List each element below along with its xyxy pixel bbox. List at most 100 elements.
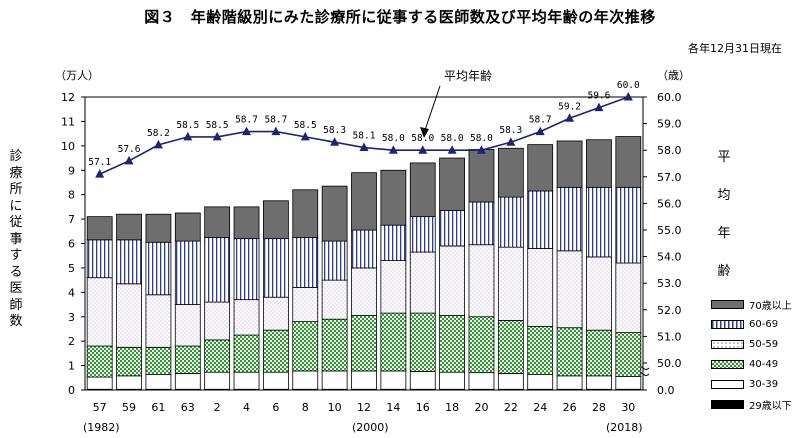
bar-segment bbox=[174, 372, 201, 390]
right-tick-label: 53.0 bbox=[657, 277, 682, 290]
average-age-data-label: 58.2 bbox=[147, 128, 170, 139]
average-age-marker bbox=[506, 137, 516, 146]
annotation-arrow-head bbox=[420, 127, 429, 138]
bar-segment bbox=[292, 321, 319, 372]
legend-swatch bbox=[711, 359, 744, 369]
left-tick-label: 2 bbox=[68, 335, 75, 348]
bar-segment bbox=[409, 251, 436, 314]
bar-segment bbox=[86, 216, 113, 241]
average-age-marker bbox=[212, 131, 222, 141]
legend-swatch bbox=[711, 399, 744, 409]
average-age-marker bbox=[153, 139, 163, 149]
bar-segment bbox=[527, 374, 554, 390]
average-age-data-label: 58.5 bbox=[176, 120, 199, 131]
right-tick-label: 58.0 bbox=[657, 144, 682, 157]
bar-segment bbox=[351, 370, 377, 390]
average-age-data-label: 57.1 bbox=[88, 157, 111, 168]
bar-segment bbox=[615, 186, 642, 264]
average-age-data-label: 58.0 bbox=[470, 133, 493, 144]
legend-label: 70歳以上 bbox=[749, 300, 792, 312]
legend-label: 40-49 bbox=[749, 358, 779, 370]
average-age-data-label: 58.3 bbox=[323, 125, 346, 136]
average-age-data-label: 58.0 bbox=[382, 133, 405, 144]
bar-segment bbox=[380, 370, 407, 390]
right-tick-label: 57.0 bbox=[657, 171, 682, 184]
bar-segment bbox=[233, 238, 260, 301]
bar-segment bbox=[292, 287, 319, 323]
bar-segment bbox=[262, 238, 289, 298]
x-tick-label: 16 bbox=[416, 401, 430, 414]
average-age-data-label: 58.0 bbox=[411, 133, 434, 144]
average-age-marker bbox=[565, 113, 575, 122]
bar-segment bbox=[556, 140, 583, 188]
bar-segment bbox=[351, 229, 377, 269]
bar-segment bbox=[351, 172, 377, 231]
x-tick-label: 63 bbox=[181, 401, 195, 414]
bar-segment bbox=[116, 346, 142, 377]
bar-segment bbox=[380, 312, 407, 372]
bar-segment bbox=[439, 245, 466, 316]
bar-segment bbox=[615, 332, 642, 377]
x-tick-label: 8 bbox=[302, 401, 309, 414]
average-age-marker bbox=[447, 145, 457, 154]
x-tick-label: 4 bbox=[243, 401, 250, 414]
bar-segment bbox=[86, 239, 113, 279]
bar-segment bbox=[321, 240, 348, 281]
average-age-data-label: 58.5 bbox=[206, 120, 229, 131]
bar-segment bbox=[233, 206, 260, 240]
x-tick-label: 20 bbox=[474, 401, 488, 414]
bar-segment bbox=[204, 339, 231, 373]
bar-segment bbox=[615, 376, 642, 390]
bar-segment bbox=[321, 185, 348, 242]
bar-segment bbox=[497, 147, 524, 198]
legend-item-30: 30-39 bbox=[711, 374, 792, 394]
average-age-marker bbox=[330, 137, 340, 146]
average-age-marker bbox=[535, 126, 545, 136]
bar-segment bbox=[204, 371, 231, 390]
bar-segment bbox=[145, 374, 172, 390]
bar-segment bbox=[439, 210, 466, 247]
bar-segment bbox=[116, 375, 142, 390]
left-tick-label: 12 bbox=[61, 91, 75, 104]
average-age-data-label: 58.5 bbox=[294, 120, 317, 131]
bar-segment bbox=[86, 376, 113, 390]
legend-label: 50-59 bbox=[749, 338, 779, 350]
bar-segment bbox=[439, 157, 466, 211]
legend-item-40: 40-49 bbox=[711, 354, 792, 374]
right-tick-label: 52.0 bbox=[657, 304, 682, 317]
bar-segment bbox=[86, 277, 113, 347]
line-annotation: 平均年齢 bbox=[444, 68, 492, 83]
average-age-marker bbox=[183, 131, 193, 141]
bar-segment bbox=[497, 196, 524, 248]
bar-segment bbox=[556, 250, 583, 329]
x-tick-label: 24 bbox=[533, 401, 547, 414]
legend-item-50: 50-59 bbox=[711, 334, 792, 354]
bar-segment bbox=[586, 375, 612, 390]
x-tick-label: 61 bbox=[151, 401, 165, 414]
bar-segment bbox=[116, 239, 142, 285]
right-unit: （歳） bbox=[657, 69, 690, 82]
bar-segment bbox=[292, 370, 319, 390]
bar-segment bbox=[586, 256, 612, 331]
bar-segment bbox=[145, 346, 172, 376]
bar-segment bbox=[321, 279, 348, 320]
bar-segment bbox=[233, 334, 260, 373]
bar-segment bbox=[380, 169, 407, 226]
bar-segment bbox=[586, 186, 612, 258]
x-tick-label: 14 bbox=[386, 401, 400, 414]
right-axis-title: 平均年齢 bbox=[717, 150, 731, 279]
average-age-marker bbox=[95, 169, 105, 178]
bar-segment bbox=[439, 315, 466, 373]
legend-swatch bbox=[711, 379, 744, 389]
legend-label: 29歳以下 bbox=[749, 400, 792, 412]
legend-item-60: 60-69 bbox=[711, 314, 792, 334]
bar-segment bbox=[204, 301, 231, 341]
legend-item-70: 70歳以上 bbox=[711, 294, 792, 314]
bar-segment bbox=[174, 240, 201, 305]
bar-segment bbox=[615, 136, 642, 188]
x-tick-label: 57 bbox=[93, 401, 107, 414]
left-tick-label: 1 bbox=[68, 360, 75, 373]
left-axis-title: 診療所に従事する医師数 bbox=[9, 149, 23, 329]
bar-segment bbox=[527, 247, 554, 327]
x-tick-label: 22 bbox=[504, 401, 518, 414]
